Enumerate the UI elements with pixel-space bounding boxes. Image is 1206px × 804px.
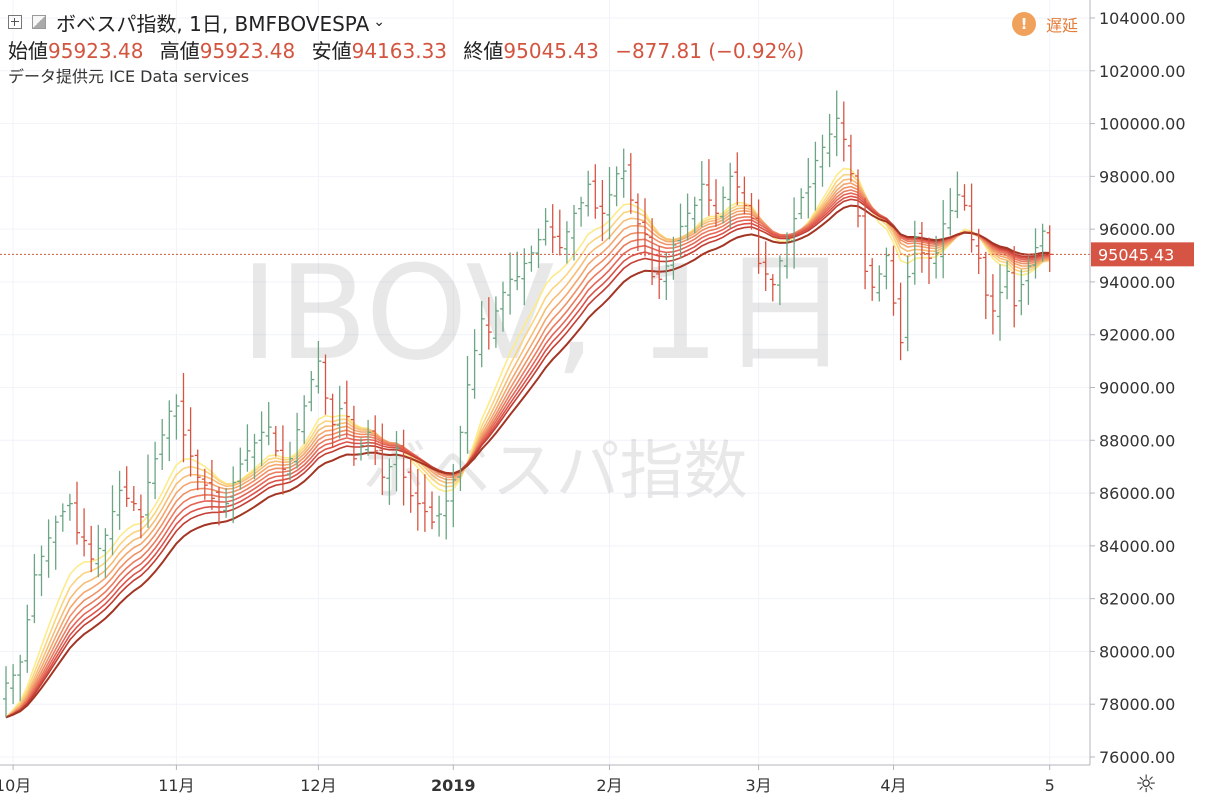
gear-icon[interactable]: ☼ xyxy=(1135,770,1157,798)
price-axis-label: 84000.00 xyxy=(1099,537,1175,556)
time-axis-background xyxy=(0,765,1206,800)
time-axis-label: 12月 xyxy=(300,776,336,795)
time-axis-label: 3月 xyxy=(746,776,772,795)
price-axis-label: 102000.00 xyxy=(1099,62,1186,81)
price-axis-label: 90000.00 xyxy=(1099,379,1175,398)
time-axis-label: 4月 xyxy=(880,776,906,795)
price-axis-label: 82000.00 xyxy=(1099,590,1175,609)
price-axis-label: 104000.00 xyxy=(1099,9,1186,28)
watermark-name: ボベスパ指数 xyxy=(362,435,747,509)
chevron-down-icon[interactable]: ⌄ xyxy=(373,14,386,30)
time-axis-label: 5 xyxy=(1045,776,1055,795)
chart-legend: ボベスパ指数, 1日, BMFBOVESPA ⌄ 始値95923.48 高値95… xyxy=(8,8,814,88)
time-axis-label: 10月 xyxy=(0,776,31,795)
price-axis-label: 100000.00 xyxy=(1099,115,1186,134)
watermark-symbol: IBOV, 1日 xyxy=(240,237,850,389)
price-axis-label: 88000.00 xyxy=(1099,431,1175,450)
price-axis-background xyxy=(1090,0,1206,800)
price-axis-label: 80000.00 xyxy=(1099,642,1175,661)
warning-icon[interactable]: ! xyxy=(1012,12,1036,36)
ema-ribbon-line-24 xyxy=(5,195,1050,719)
last-price-tag xyxy=(1091,242,1194,267)
ohlc-readout: 始値95923.48 高値95923.48 安値94163.33 終値95045… xyxy=(8,36,814,66)
price-axis-label: 94000.00 xyxy=(1099,273,1175,292)
time-axis-label: 2019 xyxy=(431,776,476,795)
low-label: 安値 xyxy=(311,39,352,63)
ema-ribbon-line-26 xyxy=(5,198,1050,719)
symbol-title[interactable]: ボベスパ指数, 1日, BMFBOVESPA xyxy=(56,11,370,36)
high-label: 高値 xyxy=(159,39,200,63)
close-value: 95045.43 xyxy=(503,39,599,63)
ema-ribbon-line-30 xyxy=(5,204,1050,719)
data-provider: データ提供元 ICE Data services xyxy=(8,67,250,86)
plus-box-icon[interactable] xyxy=(8,15,22,29)
delay-badge[interactable]: ! 遅延 xyxy=(1012,12,1078,36)
time-axis-label: 11月 xyxy=(158,776,194,795)
price-axis-label: 78000.00 xyxy=(1099,695,1175,714)
open-label: 始値 xyxy=(8,39,48,63)
legend-symbol-row[interactable]: ボベスパ指数, 1日, BMFBOVESPA ⌄ xyxy=(8,8,814,36)
close-label: 終値 xyxy=(463,39,504,63)
delay-label[interactable]: 遅延 xyxy=(1046,16,1079,35)
price-axis-label: 98000.00 xyxy=(1099,167,1175,186)
last-price-label: 95045.43 xyxy=(1098,245,1174,264)
flag-icon[interactable] xyxy=(32,15,46,29)
price-axis-label: 96000.00 xyxy=(1099,220,1175,239)
high-value: 95923.48 xyxy=(199,39,296,63)
open-value: 95923.48 xyxy=(48,39,144,63)
low-value: 94163.33 xyxy=(351,39,448,63)
price-axis-label: 76000.00 xyxy=(1099,748,1175,767)
time-axis-label: 2月 xyxy=(596,776,622,795)
price-axis-label: 86000.00 xyxy=(1099,484,1175,503)
price-axis-label: 92000.00 xyxy=(1099,326,1175,345)
change-value: −877.81 (−0.92%) xyxy=(615,39,805,63)
